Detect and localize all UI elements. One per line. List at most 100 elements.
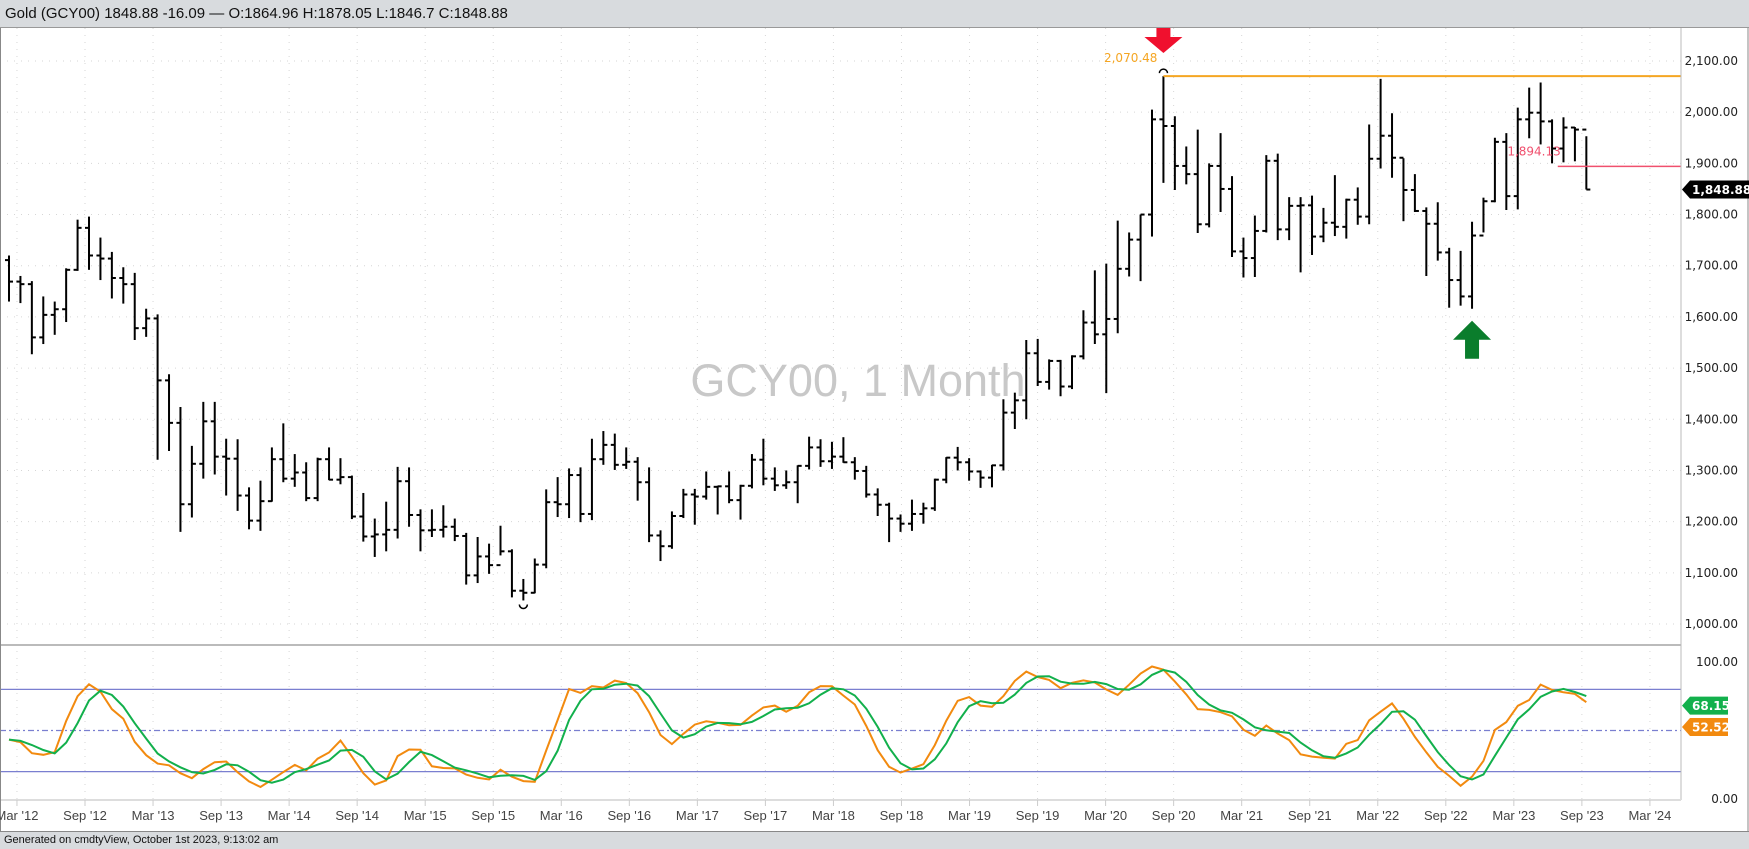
date-tick-label: Mar '24 [1628,808,1671,823]
ohlc-bar [27,281,36,355]
stochastic-k-tag: 52.52 [1692,721,1730,735]
date-tick-label: Sep '23 [1560,808,1604,823]
ohlc-bar [656,530,665,562]
date-tick-label: Sep '13 [199,808,243,823]
ohlc-bar [1182,146,1191,185]
price-tick-label: 1,200.00 [1685,515,1738,529]
ohlc-bar [667,511,676,549]
date-tick-label: Sep '21 [1288,808,1332,823]
up-arrow-icon [1453,320,1492,359]
ohlc-bar [1330,175,1339,237]
ohlc-bar [542,489,551,569]
ohlc-bar [496,525,505,567]
ohlc-bar [1170,116,1179,190]
ohlc-bar [222,438,231,496]
ohlc-bar [919,502,928,524]
ohlc-bar [1273,153,1282,241]
chart-header: Gold (GCY00) 1848.88 -16.09 — O:1864.96 … [0,0,1749,28]
ohlc-bar [553,477,562,518]
annotations: 2,070.48 1,894.13 [518,28,1681,610]
ohlc-bar [233,439,242,511]
ohlc-bar [485,543,494,574]
ohlc-bar [325,447,334,481]
price-axis[interactable]: 1,000.00 1,100.00 1,200.00 1,300.00 1,400.00… [1685,54,1738,631]
ohlc-bar [1239,237,1248,278]
stochastic-k-tag-bg [1682,718,1728,737]
ohlc-bar [416,509,425,552]
ohlc-bar [1502,133,1511,210]
ohlc-bar [73,219,82,271]
ohlc-bar [1193,129,1202,233]
ohlc-bar [1125,232,1134,277]
ohlc-bar [1525,87,1534,139]
ohlc-bar [1456,250,1465,306]
ohlc-bar [1285,197,1294,241]
price-chart[interactable]: GCY00, 1 Month 2,070.48 1,894.13 1,000.0… [0,0,1749,831]
date-tick-label: Sep '12 [63,808,107,823]
ohlc-bar [119,267,128,304]
ohlc-bar [382,501,391,552]
date-tick-label: Sep '14 [335,808,379,823]
ohlc-bar [873,488,882,517]
ohlc-bar [1102,263,1111,394]
stochastic-d-tag: 68.15 [1692,699,1730,713]
date-tick-label: Mar '21 [1220,808,1263,823]
ohlc-bar [1365,124,1374,225]
ohlc-bar [953,446,962,471]
date-tick-label: Mar '18 [812,808,855,823]
ohlc-bar [599,431,608,465]
grid [0,28,1681,800]
ohlc-bar [39,296,48,345]
oscillator-axis[interactable]: 0.00 100.00 [1696,655,1738,806]
date-tick-label: Mar '19 [948,808,991,823]
ohlc-bar [313,457,322,502]
ohlc-bar [199,401,208,479]
ohlc-bar [1262,155,1271,233]
ohlc-bar [827,441,836,469]
ohlc-bar [1148,109,1156,237]
ohlc-bar [85,216,94,270]
ohlc-bar [782,470,791,489]
high-marker-icon [1158,68,1169,74]
ohlc-bar [450,518,459,542]
ohlc-bar [176,406,185,532]
ohlc-bar [1582,128,1591,191]
ohlc-bar [302,462,311,502]
ohlc-bar [507,549,516,598]
price-tick-label: 1,800.00 [1685,208,1738,222]
last-price-tag: 1,848.88 [1692,183,1749,197]
date-axis[interactable]: Mar '12 Sep '12 Mar '13 Sep '13 Mar '14 Sep '… [0,800,1671,823]
price-tick-label: 1,600.00 [1685,310,1738,324]
date-tick-label: Sep '20 [1152,808,1196,823]
ohlc-bar [1319,207,1328,243]
ohlc-bar [62,268,71,323]
price-tick-label: 1,300.00 [1685,463,1738,477]
ohlc-bar [1045,359,1054,390]
ohlc-bar [885,502,894,543]
ohlc-bar [1056,359,1065,397]
date-tick-label: Mar '15 [404,808,447,823]
ohlc-bar [1216,133,1225,212]
stochastic-d-tag-bg [1682,696,1728,715]
ohlc-bars [5,76,1591,601]
date-tick-label: Sep '19 [1016,808,1060,823]
ohlc-bar [1445,247,1454,308]
ohlc-bar [862,465,871,498]
price-tick-label: 1,500.00 [1685,361,1738,375]
ohlc-bar [347,475,356,520]
oscillator-tick-label: 100.00 [1696,655,1738,669]
down-arrow-icon [1144,28,1183,53]
ohlc-bar [210,401,219,475]
ohlc-bar [405,467,414,527]
date-tick-label: Sep '22 [1424,808,1468,823]
ohlc-bar [153,314,162,460]
date-tick-label: Mar '16 [540,808,583,823]
ohlc-bar [633,457,642,501]
ohlc-bar [1376,78,1385,169]
ohlc-bar [1548,119,1557,164]
plot-background [0,28,1681,800]
ohlc-bar [1490,137,1499,203]
watermark: GCY00, 1 Month [690,355,1025,406]
ohlc-bar [725,471,734,504]
ohlc-bar [942,456,951,484]
